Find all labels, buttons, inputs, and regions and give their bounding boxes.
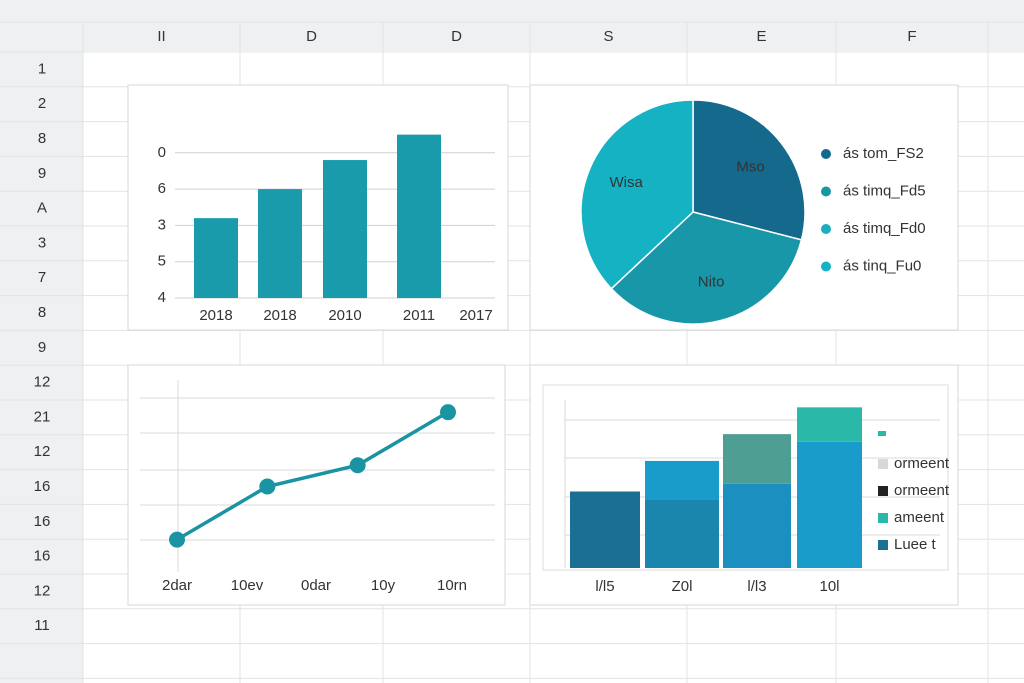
row-header: 11: [34, 617, 50, 634]
legend-marker: [821, 261, 831, 272]
row-header-bar: [0, 0, 83, 683]
x-tick-label: 2017: [459, 307, 492, 324]
x-tick-label: 2018: [199, 307, 232, 324]
x-tick-label: 2011: [403, 307, 435, 324]
row-header: 8: [38, 130, 46, 147]
row-header: 1: [38, 60, 46, 77]
x-tick-label: 10ev: [231, 577, 264, 594]
column-header: D: [451, 28, 462, 45]
x-tick-label: 10l: [819, 578, 839, 595]
x-tick-label: l/l5: [595, 578, 614, 595]
bar-segment: [645, 460, 719, 500]
legend-marker: [878, 486, 888, 496]
legend-label: ás tinq_Fu0: [843, 257, 921, 274]
legend-marker: [821, 149, 831, 159]
point: [169, 531, 185, 548]
bar-segment: [723, 483, 791, 568]
legend-label: ás tom_FS2: [843, 145, 924, 162]
line: [176, 410, 449, 542]
row-header: 12: [34, 443, 51, 460]
legend-marker: [821, 224, 831, 234]
column-header: F: [907, 28, 916, 45]
legend-marker: [821, 186, 831, 197]
row-header: 7: [38, 269, 46, 286]
x-tick-label: 0dar: [301, 577, 331, 594]
point: [349, 457, 366, 474]
row-header: 12: [34, 582, 51, 599]
chart-box: [127, 84, 509, 331]
column-header: II: [157, 28, 165, 45]
row-header: 16: [34, 478, 51, 495]
legend-label: Luee t: [894, 536, 937, 553]
bar-segment: [797, 407, 862, 442]
row-header: 3: [38, 234, 46, 251]
legend-label: ás timq_Fd5: [843, 182, 926, 199]
row-header: 9: [38, 165, 46, 182]
pie-slice: [580, 99, 694, 290]
bar-segment: [645, 499, 719, 568]
point: [259, 478, 276, 495]
row-header: 21: [34, 408, 51, 425]
pie-slice: [692, 99, 806, 241]
column-header: E: [756, 28, 766, 45]
row-header: 16: [34, 548, 51, 565]
row-header: 16: [34, 513, 51, 530]
y-tick-label: 5: [158, 253, 166, 270]
legend-label: ormeent: [894, 455, 950, 472]
x-tick-label: 2010: [328, 307, 361, 324]
row-header: 8: [38, 304, 46, 321]
bar: [323, 160, 367, 298]
pie-slice: [610, 211, 803, 325]
legend-label: ormeent: [894, 482, 950, 499]
bar: [397, 134, 441, 298]
legend-label: ameent: [894, 509, 945, 526]
row-header: 12: [34, 374, 51, 391]
bar-segment: [797, 441, 862, 568]
bar-segment: [723, 434, 791, 484]
y-tick-label: 0: [158, 144, 166, 161]
bar: [258, 189, 302, 298]
legend-marker: [878, 513, 888, 523]
row-header: 9: [38, 339, 46, 356]
y-tick-label: 3: [158, 216, 166, 233]
row-header: 2: [38, 95, 46, 112]
row-header: A: [37, 200, 47, 217]
bar: [194, 218, 238, 298]
slice-label: Wisa: [610, 174, 644, 191]
x-tick-label: 10rn: [437, 577, 467, 594]
legend-label: ás timq_Fd0: [843, 220, 926, 237]
bar-segment: [570, 491, 640, 568]
column-header-bar: [0, 0, 1024, 51]
legend-mark: [878, 431, 886, 436]
slice-label: Mso: [736, 158, 764, 175]
column-header: S: [603, 28, 613, 45]
x-tick-label: Z0l: [672, 578, 693, 595]
x-tick-label: 2dar: [162, 577, 192, 594]
x-tick-label: 10y: [371, 577, 396, 594]
chart-box: [127, 364, 506, 606]
slice-label: Nito: [698, 273, 725, 290]
x-tick-label: l/l3: [747, 578, 766, 595]
column-header: D: [306, 28, 317, 45]
legend-marker: [878, 459, 888, 469]
y-tick-label: 4: [158, 289, 166, 306]
x-tick-label: 2018: [263, 307, 296, 324]
point: [440, 404, 456, 421]
y-tick-label: 6: [158, 180, 166, 197]
legend-marker: [878, 540, 888, 550]
